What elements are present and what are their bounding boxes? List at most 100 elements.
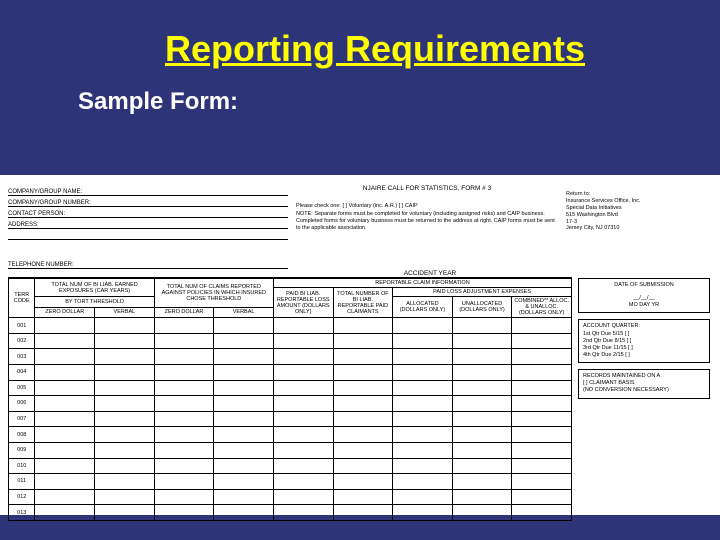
table-row: 003	[9, 349, 572, 365]
data-cell	[512, 427, 572, 443]
data-cell	[35, 365, 95, 381]
account-line-1: 2nd Qtr Due 8/15 [ ]	[583, 338, 705, 345]
data-cell	[333, 365, 393, 381]
return-line-5: Jersey City, NJ 07310	[566, 225, 696, 232]
data-cell	[273, 489, 333, 505]
th-grp3c2: UNALLOCATED (DOLLARS ONLY)	[452, 297, 512, 318]
telephone-label: TELEPHONE NUMBER:	[8, 262, 118, 268]
data-cell	[35, 442, 95, 458]
data-cell	[452, 458, 512, 474]
data-cell	[393, 333, 453, 349]
slide-subtitle: Sample Form:	[0, 88, 720, 130]
data-cell	[35, 318, 95, 334]
data-cell	[154, 489, 214, 505]
data-cell	[95, 411, 155, 427]
data-cell	[214, 333, 274, 349]
data-cell	[333, 474, 393, 490]
table-body: 001002003004005006007008009010011012013	[9, 318, 572, 521]
address-label: ADDRESS:	[8, 222, 118, 228]
th-terr: TERR CODE	[9, 279, 35, 318]
data-cell	[214, 318, 274, 334]
contact-person-label: CONTACT PERSON:	[8, 211, 118, 217]
return-line-4: 17-3	[566, 219, 696, 226]
data-cell	[393, 365, 453, 381]
th-grp3c1: ALLOCATED (DOLLARS ONLY)	[393, 297, 453, 318]
data-cell	[452, 396, 512, 412]
data-cell	[95, 318, 155, 334]
data-cell	[154, 427, 214, 443]
data-cell	[214, 411, 274, 427]
data-cell	[393, 458, 453, 474]
table-row: 010	[9, 458, 572, 474]
th-grp3c: PAID LOSS ADJUSTMENT EXPENSES	[393, 288, 572, 297]
data-cell	[452, 489, 512, 505]
form-title: NJAIRE CALL FOR STATISTICS, FORM # 3	[296, 185, 558, 193]
th-grp2: TOTAL NUM OF CLAIMS REPORTED AGAINST POL…	[154, 279, 273, 308]
terr-code-cell: 008	[9, 427, 35, 443]
data-cell	[333, 458, 393, 474]
data-cell	[393, 349, 453, 365]
form-center: NJAIRE CALL FOR STATISTICS, FORM # 3 Ple…	[292, 185, 562, 269]
main-table: TERR CODE TOTAL NUM OF BI LIAB. EARNED E…	[8, 278, 572, 521]
data-cell	[154, 365, 214, 381]
th-zero-2: ZERO DOLLAR	[154, 307, 214, 318]
company-name-label: COMPANY/GROUP NAME:	[8, 189, 118, 195]
data-cell	[214, 349, 274, 365]
data-cell	[154, 442, 214, 458]
records-line-0: [ ] CLAIMANT BASIS	[583, 380, 705, 387]
data-cell	[452, 505, 512, 521]
data-cell	[512, 505, 572, 521]
company-fields: COMPANY/GROUP NAME: COMPANY/GROUP NUMBER…	[8, 185, 288, 269]
table-row: 002	[9, 333, 572, 349]
th-verbal-1: VERBAL	[95, 307, 155, 318]
data-cell	[35, 458, 95, 474]
data-cell	[393, 411, 453, 427]
data-cell	[154, 349, 214, 365]
data-cell	[452, 442, 512, 458]
data-cell	[333, 489, 393, 505]
table-row: 009	[9, 442, 572, 458]
data-cell	[512, 396, 572, 412]
terr-code-cell: 013	[9, 505, 35, 521]
data-cell	[512, 442, 572, 458]
data-cell	[154, 333, 214, 349]
table-row: 011	[9, 474, 572, 490]
company-number-label: COMPANY/GROUP NUMBER:	[8, 200, 118, 206]
data-cell	[154, 458, 214, 474]
table-row: 004	[9, 365, 572, 381]
data-cell	[154, 411, 214, 427]
terr-code-cell: 010	[9, 458, 35, 474]
terr-code-cell: 011	[9, 474, 35, 490]
th-grp3a: PAID BI LIAB. REPORTABLE LOSS AMOUNT (DO…	[273, 288, 333, 318]
data-cell	[95, 365, 155, 381]
data-cell	[393, 318, 453, 334]
terr-code-cell: 012	[9, 489, 35, 505]
records-box: RECORDS MAINTAINED ON A [ ] CLAIMANT BAS…	[578, 369, 710, 398]
data-cell	[35, 349, 95, 365]
data-cell	[393, 380, 453, 396]
data-cell	[393, 427, 453, 443]
table-row: 001	[9, 318, 572, 334]
data-cell	[95, 427, 155, 443]
return-line-1: Insurance Services Office, Inc.	[566, 198, 696, 205]
records-title: RECORDS MAINTAINED ON A	[583, 373, 705, 380]
table-row: 008	[9, 427, 572, 443]
data-cell	[95, 442, 155, 458]
data-cell	[214, 458, 274, 474]
data-cell	[452, 411, 512, 427]
records-line-1: (NO CONVERSION NECESSARY)	[583, 387, 705, 394]
return-line-2: Special Data Initiatives	[566, 205, 696, 212]
accident-year-label: ACCIDENT YEAR	[288, 270, 572, 277]
data-cell	[35, 474, 95, 490]
data-cell	[512, 365, 572, 381]
terr-code-cell: 005	[9, 380, 35, 396]
data-cell	[393, 505, 453, 521]
data-cell	[273, 318, 333, 334]
data-cell	[214, 365, 274, 381]
data-cell	[35, 380, 95, 396]
data-cell	[333, 505, 393, 521]
data-cell	[214, 380, 274, 396]
table-row: 007	[9, 411, 572, 427]
terr-code-cell: 007	[9, 411, 35, 427]
data-cell	[95, 380, 155, 396]
